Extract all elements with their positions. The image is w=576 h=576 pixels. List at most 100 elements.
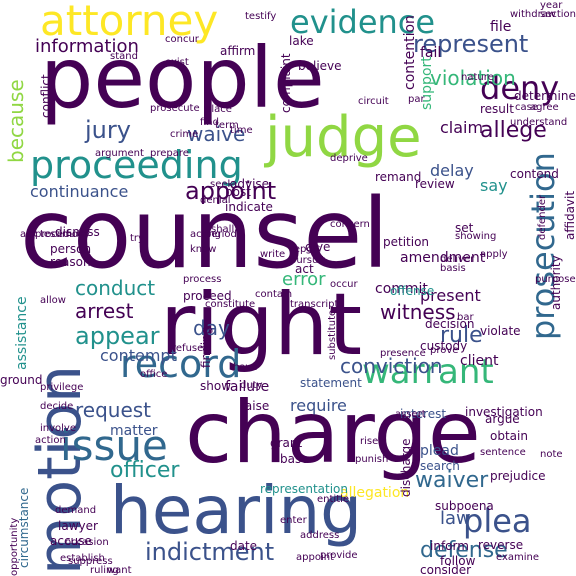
word-report: report <box>290 244 321 255</box>
word-raise: raise <box>240 399 270 413</box>
word-law: law <box>440 508 471 529</box>
word-want: want <box>107 565 132 576</box>
word-apply: apply <box>480 249 508 260</box>
word-determine: determine <box>514 89 576 103</box>
word-representation: representation <box>260 482 349 496</box>
word-argue: argue <box>485 412 520 426</box>
word-contend: contend <box>510 167 559 181</box>
word-waiver: waiver <box>415 468 489 493</box>
word-ground: ground <box>0 373 43 387</box>
word-file: file <box>490 19 512 35</box>
word-delay: delay <box>430 161 474 180</box>
word-discharge: discharge <box>399 438 413 497</box>
word-occasion: occasion <box>65 537 109 548</box>
word-substitute: substitute <box>327 309 338 360</box>
word-suppress: suppress <box>68 556 113 567</box>
word-note: note <box>540 449 563 460</box>
word-because: because <box>4 79 28 163</box>
word-post: post <box>225 185 251 199</box>
word-review: review <box>415 177 455 191</box>
word-deny: deny <box>480 69 560 107</box>
word-inform: inform <box>430 539 469 553</box>
word-prepare: prepare <box>150 148 189 159</box>
word-action: action <box>35 435 66 446</box>
word-subpoena: subpoena <box>435 499 494 513</box>
word-testify: testify <box>245 11 277 22</box>
word-contempt: contempt <box>100 346 177 365</box>
word-date: date <box>230 539 258 553</box>
word-demand: demand <box>55 505 97 516</box>
word-follow: follow <box>440 554 476 568</box>
word-deliver: deliver <box>440 254 475 265</box>
word-write: write <box>260 249 286 260</box>
word-indicate: indicate <box>225 200 273 214</box>
word-reason: reason <box>50 255 91 269</box>
word-entitle: entitle <box>317 494 350 505</box>
word-allege: allege <box>480 118 547 143</box>
word-affirm: affirm <box>220 44 256 58</box>
word-warrant: warrant <box>362 352 494 392</box>
word-argument: argument <box>95 148 144 159</box>
word-prosecute: prosecute <box>150 103 200 114</box>
word-waive: waive <box>187 122 246 146</box>
word-have: have <box>233 362 258 373</box>
word-office: office <box>140 369 168 380</box>
word-search: search <box>420 459 460 473</box>
word-deprive: deprive <box>330 153 368 164</box>
word-defense: defense <box>420 538 508 563</box>
word-record: record <box>120 342 242 386</box>
word-allegation: allegation <box>340 485 410 501</box>
word-process: process <box>183 274 222 285</box>
word-constitute: constitute <box>205 299 256 310</box>
word-counsel: counsel <box>20 178 389 290</box>
word-custody: custody <box>420 339 468 353</box>
word-opportunity: opportunity <box>9 517 20 576</box>
word-concern: concern <box>330 219 370 230</box>
word-contain: contain <box>255 289 293 300</box>
word-lawyer: lawyer <box>58 519 98 533</box>
word-present: present <box>420 286 481 305</box>
word-hearing: hearing <box>110 472 363 549</box>
word-show: show <box>200 379 232 393</box>
word-act: act <box>295 262 314 276</box>
word-pursuit: pursuit <box>290 255 326 266</box>
word-plea: plea <box>463 502 532 540</box>
word-base: base <box>280 452 309 466</box>
word-represent: represent <box>413 30 529 58</box>
word-witness: witness <box>380 300 456 324</box>
word-establish: establish <box>60 553 105 564</box>
word-privilege: privilege <box>40 382 84 393</box>
word-evidence: evidence <box>290 3 436 41</box>
word-decision: decision <box>425 317 475 331</box>
word-say: say <box>480 176 508 195</box>
word-procedure: procedure <box>35 229 86 240</box>
word-time: time <box>230 125 253 136</box>
word-ruling: ruling <box>90 565 119 576</box>
word-set: set <box>455 221 474 235</box>
word-ask: ask <box>20 229 38 240</box>
word-remand: remand <box>375 170 422 184</box>
word-period: period <box>205 229 237 240</box>
word-presence: presence <box>380 348 426 359</box>
word-lake: lake <box>289 34 314 48</box>
word-showing: showing <box>455 231 497 242</box>
word-accuse: accuse <box>50 534 92 548</box>
word-enter: enter <box>280 515 307 526</box>
word-right: right <box>160 275 363 375</box>
word-interest: interest <box>400 407 447 421</box>
word-rule: rule <box>440 323 483 348</box>
word-affidavit: affidavit <box>563 190 576 240</box>
word-judge: judge <box>265 105 422 170</box>
word-place: place <box>205 104 232 115</box>
word-prejudice: prejudice <box>490 469 546 483</box>
word-obtain: obtain <box>490 429 528 443</box>
word-testimony: testimony <box>40 229 91 240</box>
word-person: person <box>50 242 92 256</box>
word-nature: nature <box>461 72 494 83</box>
word-indictment: indictment <box>145 538 275 566</box>
word-charge: charge <box>185 383 481 483</box>
word-appoint: appoint <box>296 552 334 563</box>
word-commit: commit <box>375 281 428 297</box>
word-examine: examine <box>496 552 540 563</box>
